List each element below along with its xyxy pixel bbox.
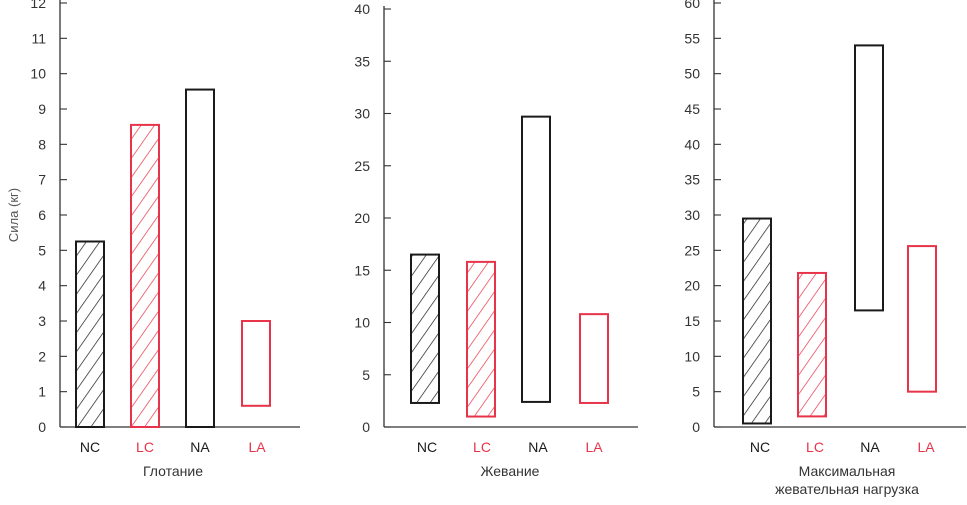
y-tick-label: 35	[684, 172, 700, 188]
bar-lc	[797, 271, 827, 418]
y-tick-label: 40	[684, 136, 700, 152]
y-tick-label: 11	[31, 30, 46, 46]
y-tick-label: 20	[684, 278, 700, 294]
bar-nc	[410, 253, 440, 404]
y-tick-label: 30	[354, 106, 370, 122]
bar-nc	[742, 217, 772, 425]
y-tick-label: 5	[362, 367, 370, 383]
y-axis-label: Сила (кг)	[6, 188, 21, 242]
y-tick-label: 6	[38, 207, 46, 223]
y-tick-label: 4	[38, 278, 46, 294]
y-tick-label: 30	[684, 207, 700, 223]
category-label-lc: LC	[473, 439, 491, 455]
bar-na	[185, 88, 215, 428]
category-label-nc: NC	[80, 439, 100, 455]
bar-lc	[130, 123, 160, 429]
category-label-la: LA	[585, 439, 603, 455]
y-tick-label: 1	[38, 384, 46, 400]
y-tick-label: 10	[684, 348, 700, 364]
category-label-lc: LC	[806, 439, 824, 455]
y-tick-label: 60	[684, 0, 700, 11]
category-label-nc: NC	[417, 439, 437, 455]
y-tick-label: 10	[30, 66, 46, 82]
y-tick-label: 8	[38, 136, 46, 152]
y-tick-label: 20	[354, 210, 370, 226]
bar-la	[579, 313, 609, 404]
y-tick-label: 15	[684, 313, 700, 329]
bar-na	[854, 44, 884, 312]
category-label-na: NA	[528, 439, 548, 455]
y-tick-label: 3	[38, 313, 46, 329]
y-tick-label: 2	[38, 348, 46, 364]
y-tick-label: 15	[354, 262, 370, 278]
y-tick-label: 9	[38, 101, 46, 117]
y-tick-label: 50	[684, 66, 700, 82]
x-axis-label: жевательная нагрузка	[775, 481, 919, 497]
y-tick-label: 5	[38, 242, 46, 258]
y-tick-label: 25	[354, 158, 370, 174]
y-tick-label: 5	[692, 384, 700, 400]
x-axis-label: Жевание	[481, 463, 540, 479]
bar-la	[907, 245, 937, 393]
category-label-la: LA	[917, 439, 935, 455]
y-tick-label: 55	[684, 30, 700, 46]
y-tick-label: 12	[30, 0, 46, 11]
category-label-la: LA	[248, 439, 266, 455]
bar-na	[521, 115, 551, 403]
y-tick-label: 40	[354, 1, 370, 17]
bar-la	[241, 320, 271, 407]
x-axis-label: Глотание	[143, 463, 203, 479]
y-tick-label: 25	[684, 242, 700, 258]
x-axis-label: Максимальная	[799, 463, 896, 479]
category-label-na: NA	[860, 439, 880, 455]
y-tick-label: 0	[362, 419, 370, 435]
y-tick-label: 0	[38, 419, 46, 435]
y-tick-label: 45	[684, 101, 700, 117]
y-tick-label: 10	[354, 315, 370, 331]
bar-nc	[75, 240, 105, 428]
y-tick-label: 35	[354, 53, 370, 69]
category-label-lc: LC	[136, 439, 154, 455]
category-label-nc: NC	[750, 439, 770, 455]
y-tick-label: 0	[692, 419, 700, 435]
y-tick-label: 7	[38, 172, 46, 188]
category-label-na: NA	[190, 439, 210, 455]
bar-lc	[466, 260, 496, 418]
